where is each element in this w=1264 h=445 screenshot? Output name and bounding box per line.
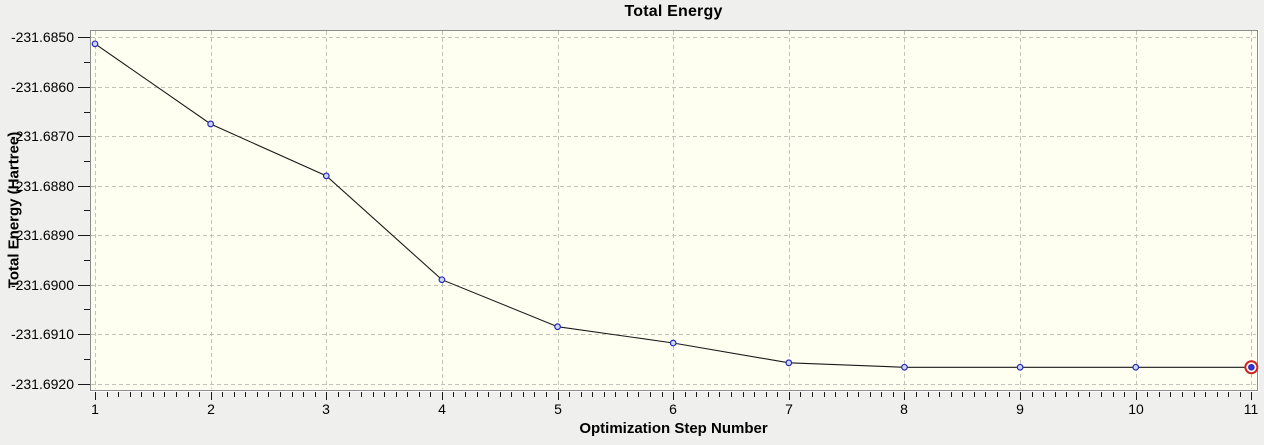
y-axis-label: Total Energy (Hartree) <box>5 131 23 289</box>
x-tick-label: 5 <box>554 401 562 417</box>
gridlines <box>91 31 1256 389</box>
y-tick-label: -231.6910 <box>11 326 74 342</box>
y-tick-label: -231.6880 <box>11 178 74 194</box>
data-point[interactable] <box>1016 363 1024 371</box>
data-point[interactable] <box>785 359 793 367</box>
x-axis-label: Optimization Step Number <box>579 420 768 437</box>
y-tick-label: -231.6900 <box>11 277 74 293</box>
tick-labels: -231.6850 -231.6860 -231.6870 -231.6880 -231… <box>11 29 1259 417</box>
data-point[interactable] <box>438 276 446 284</box>
data-point[interactable] <box>669 339 677 347</box>
y-tick-label: -231.6850 <box>11 29 74 45</box>
x-tick-label: 1 <box>91 401 99 417</box>
x-tick-label: 4 <box>438 401 446 417</box>
data-point[interactable] <box>901 363 908 371</box>
x-tick-label: 6 <box>669 401 677 417</box>
x-tick-label: 2 <box>207 401 215 417</box>
data-point[interactable] <box>91 40 99 48</box>
data-point[interactable] <box>554 323 561 331</box>
y-tick-label: -231.6920 <box>11 376 74 392</box>
plot-frame <box>90 30 1258 391</box>
x-tick-label: 11 <box>1244 401 1259 417</box>
y-tick-label: -231.6870 <box>11 128 74 144</box>
x-tick-label: 8 <box>900 401 908 417</box>
y-tick-label: -231.6890 <box>11 227 74 243</box>
y-tick-label: -231.6860 <box>11 79 74 95</box>
selected-data-point[interactable] <box>1248 363 1255 371</box>
axis-ticks <box>78 37 1252 400</box>
x-tick-label: 3 <box>322 401 330 417</box>
x-tick-label: 7 <box>785 401 793 417</box>
data-point[interactable] <box>207 120 215 128</box>
chart-title: Total Energy <box>624 3 723 20</box>
data-point[interactable] <box>1132 363 1140 371</box>
data-point[interactable] <box>322 172 330 180</box>
x-tick-label: 10 <box>1128 401 1144 417</box>
x-tick-label: 9 <box>1016 401 1024 417</box>
data-points <box>91 40 1259 375</box>
